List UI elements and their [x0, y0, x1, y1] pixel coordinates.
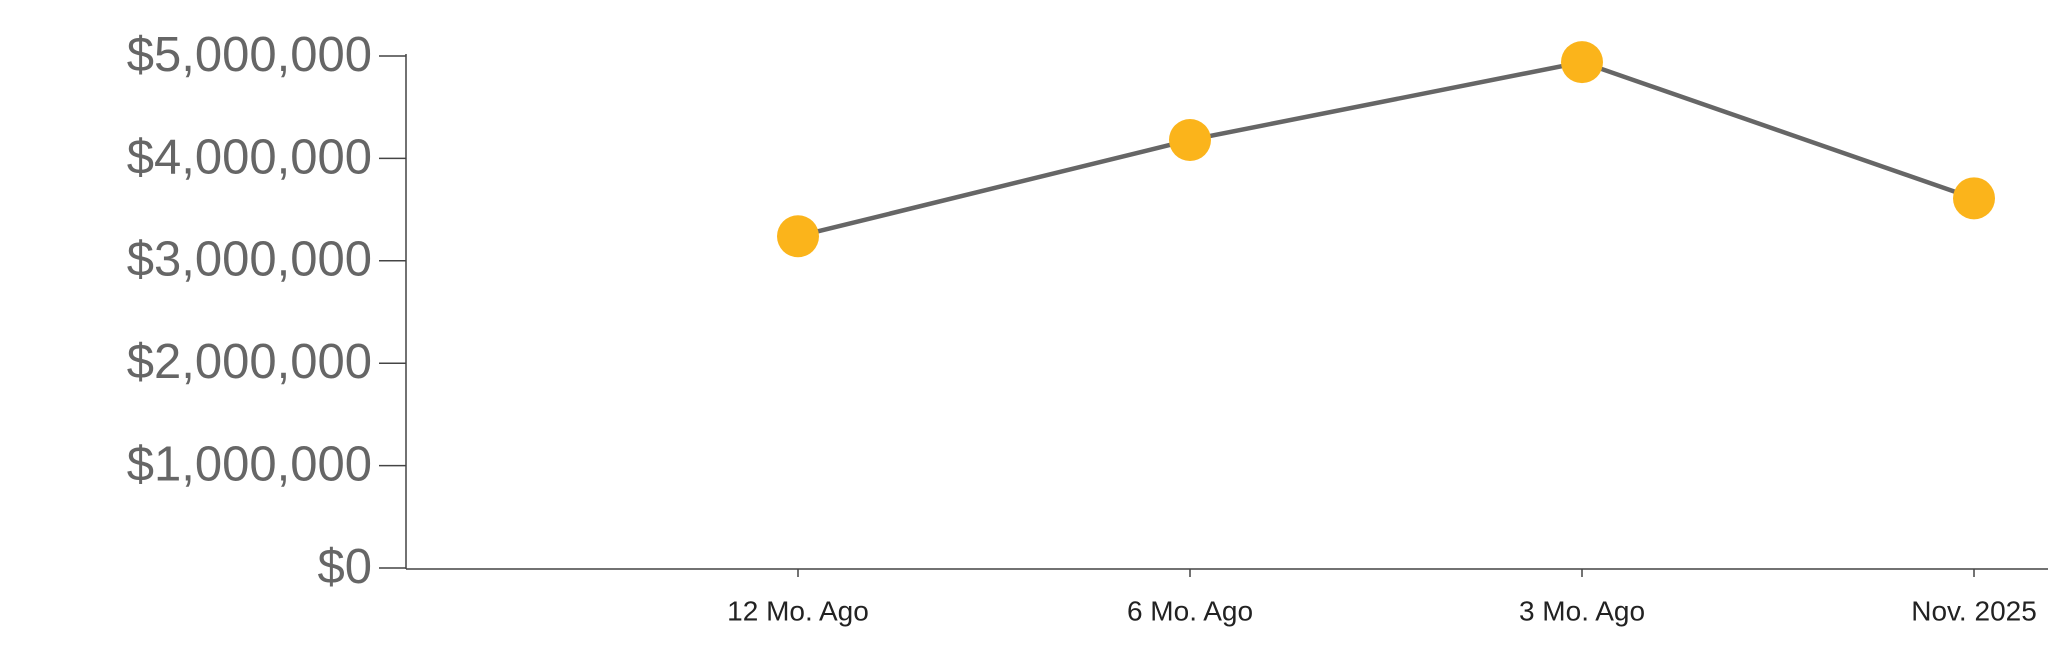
y-tick-label: $1,000,000 [127, 438, 372, 492]
x-tick-label: 6 Mo. Ago [1127, 595, 1253, 626]
y-tick-label: $5,000,000 [127, 28, 372, 82]
point [1169, 118, 1211, 161]
point [777, 215, 819, 258]
y-tick-label: $3,000,000 [127, 233, 372, 287]
point [1953, 177, 1995, 220]
y-tick-label: $2,000,000 [127, 335, 372, 389]
y-tick-label: $4,000,000 [127, 130, 372, 184]
x-tick-label: 3 Mo. Ago [1519, 595, 1645, 626]
line [797, 59, 1975, 239]
point [1561, 41, 1603, 84]
y-tick-label: $0 [317, 540, 372, 594]
x-tick-label: 12 Mo. Ago [727, 595, 869, 626]
x-tick-label: Nov. 2025 [1911, 595, 2037, 626]
